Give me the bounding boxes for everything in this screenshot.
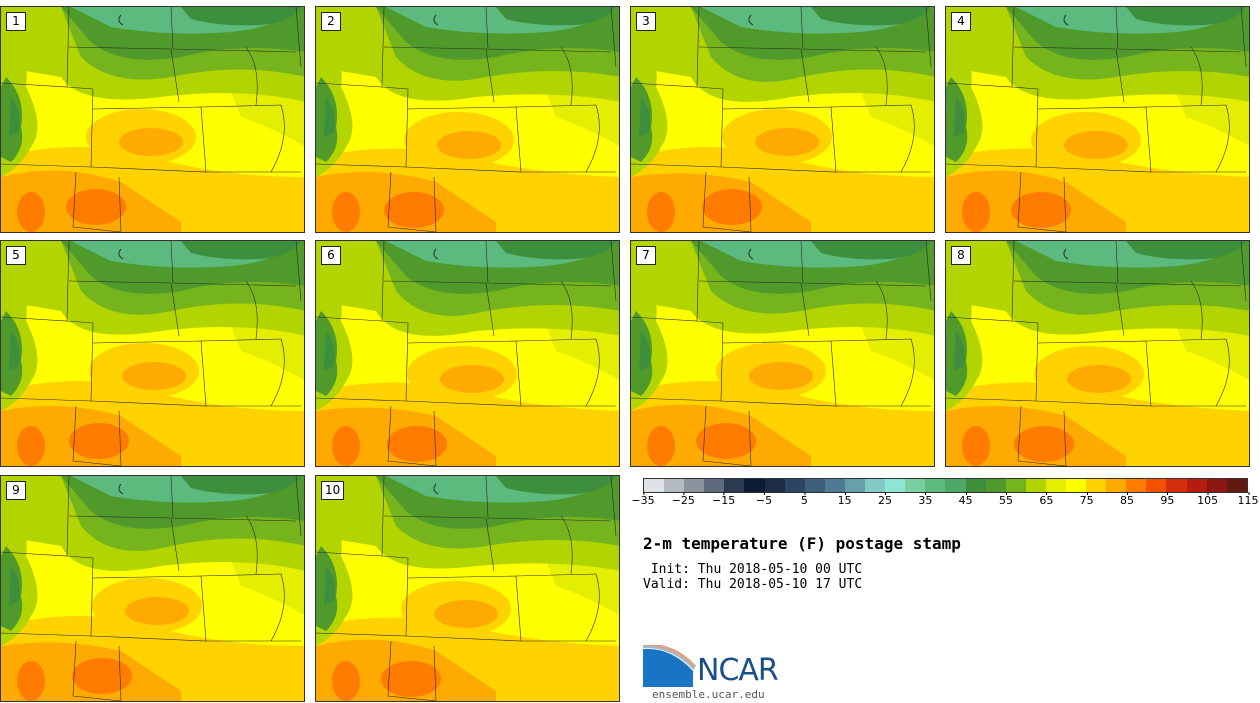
ncar-logo-icon <box>643 645 697 687</box>
temperature-map <box>946 7 1249 232</box>
colorbar-segment <box>1045 479 1066 492</box>
colorbar-tick: 45 <box>958 492 973 507</box>
member-number: 4 <box>951 12 971 31</box>
member-panel[interactable]: 3 <box>630 6 935 233</box>
colorbar-segment <box>1166 479 1187 492</box>
colorbar-segment <box>764 479 785 492</box>
colorbar-segment <box>804 479 825 492</box>
valid-time: Valid: Thu 2018-05-10 17 UTC <box>643 577 863 592</box>
colorbar-segment <box>985 479 1006 492</box>
colorbar-segment <box>945 479 966 492</box>
member-number: 6 <box>321 246 341 265</box>
member-panel[interactable]: 8 <box>945 240 1250 467</box>
page-title: 2-m temperature (F) postage stamp <box>643 534 961 553</box>
colorbar-tick: 15 <box>837 492 852 507</box>
colorbar-segment <box>664 479 685 492</box>
colorbar-tick: 25 <box>878 492 892 507</box>
temperature-map <box>1 476 304 701</box>
member-panel[interactable]: 1 <box>0 6 305 233</box>
colorbar-segment <box>704 479 725 492</box>
colorbar-segment <box>1206 479 1227 492</box>
colorbar-segment <box>1025 479 1046 492</box>
member-number: 1 <box>6 12 26 31</box>
temperature-map <box>631 7 934 232</box>
member-panel[interactable]: 6 <box>315 240 620 467</box>
colorbar-segment <box>844 479 866 492</box>
member-number: 3 <box>636 12 656 31</box>
member-number: 2 <box>321 12 341 31</box>
colorbar-segment <box>1065 479 1087 492</box>
temperature-colorbar <box>643 478 1248 493</box>
member-panel[interactable]: 9 <box>0 475 305 702</box>
colorbar-tick: 5 <box>800 492 808 507</box>
colorbar-segment <box>1126 479 1147 492</box>
member-number: 8 <box>951 246 971 265</box>
member-panel[interactable]: 7 <box>630 240 935 467</box>
colorbar-segment <box>724 479 745 492</box>
temperature-map <box>1 241 304 466</box>
member-number: 5 <box>6 246 26 265</box>
temperature-map <box>946 241 1249 466</box>
colorbar-segment <box>965 479 986 492</box>
colorbar-segment <box>1186 479 1207 492</box>
colorbar-segment <box>1226 479 1247 492</box>
colorbar-segment <box>865 479 886 492</box>
member-number: 10 <box>321 481 345 500</box>
colorbar-segment <box>644 479 665 492</box>
colorbar-segment <box>1146 479 1167 492</box>
colorbar-tick: 55 <box>999 492 1013 507</box>
colorbar-tick: −35 <box>631 492 655 507</box>
colorbar-tick: 105 <box>1197 492 1219 507</box>
colorbar-segment <box>1086 479 1107 492</box>
colorbar-segment <box>905 479 926 492</box>
colorbar-segment <box>684 479 705 492</box>
colorbar-segment <box>744 479 765 492</box>
colorbar-segment <box>824 479 845 492</box>
colorbar-tick: −15 <box>712 492 736 507</box>
member-number: 7 <box>636 246 656 265</box>
colorbar-tick: −5 <box>755 492 773 507</box>
colorbar-segment <box>784 479 805 492</box>
member-panel[interactable]: 4 <box>945 6 1250 233</box>
colorbar-tick: 85 <box>1120 492 1134 507</box>
temperature-map <box>631 241 934 466</box>
ensemble-url: ensemble.ucar.edu <box>652 688 765 701</box>
temperature-map <box>1 7 304 232</box>
ncar-logo-text: NCAR <box>697 653 779 688</box>
colorbar-ticks: −35 −25 −15 −5 5 15 25 35 45 55 65 75 85 95 105 115 <box>631 492 1259 514</box>
colorbar-segment <box>1005 479 1026 492</box>
colorbar-tick: 65 <box>1039 492 1054 507</box>
temperature-map <box>316 241 619 466</box>
colorbar-tick: 115 <box>1237 492 1259 507</box>
colorbar-tick: 95 <box>1160 492 1175 507</box>
colorbar-segment <box>1106 479 1127 492</box>
member-panel[interactable]: 10 <box>315 475 620 702</box>
colorbar-tick: 75 <box>1079 492 1094 507</box>
colorbar-tick: 35 <box>918 492 933 507</box>
colorbar-tick: −25 <box>671 492 695 507</box>
member-panel[interactable]: 2 <box>315 6 620 233</box>
colorbar-segment <box>925 479 946 492</box>
temperature-map <box>316 476 619 701</box>
temperature-map <box>316 7 619 232</box>
init-time: Init: Thu 2018-05-10 00 UTC <box>643 562 863 577</box>
member-number: 9 <box>6 481 26 500</box>
member-panel[interactable]: 5 <box>0 240 305 467</box>
colorbar-segment <box>885 479 906 492</box>
